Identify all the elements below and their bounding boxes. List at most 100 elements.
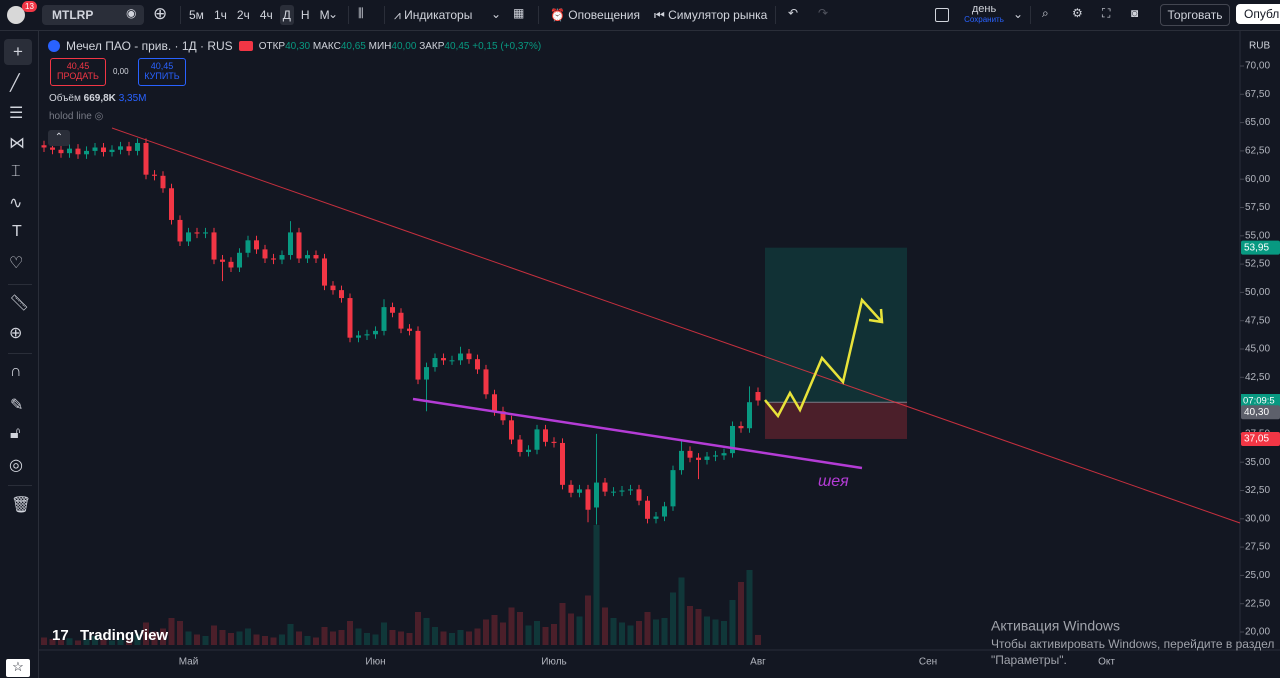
candle-body xyxy=(568,484,574,493)
layout-name[interactable]: день Сохранить xyxy=(962,3,1006,24)
candle-body xyxy=(177,219,183,242)
indicators-menu[interactable]: ⌄ xyxy=(491,7,502,21)
layout-menu[interactable]: ⌄ xyxy=(1013,7,1024,21)
volume-bar xyxy=(517,612,523,645)
price-label: 40,30 xyxy=(1244,407,1269,418)
fullscreen-button[interactable]: ⛶ xyxy=(1102,6,1111,20)
y-tick-label: 25,00 xyxy=(1245,570,1270,581)
volume-bar xyxy=(66,638,73,645)
buy-button[interactable]: 40,45 КУПИТЬ xyxy=(138,58,186,86)
candle-body xyxy=(475,359,480,370)
currency[interactable]: RUB xyxy=(1249,41,1270,52)
stay-drawing-tool[interactable]: ✎ xyxy=(10,397,24,414)
candle-body xyxy=(441,358,446,361)
candle-body xyxy=(500,411,506,421)
publish-button[interactable]: Опубл xyxy=(1236,4,1280,24)
interval-menu[interactable]: ⌄ xyxy=(328,7,339,21)
y-tick-label: 30,00 xyxy=(1245,513,1270,524)
ruler-tool[interactable]: 📏︎ xyxy=(9,295,30,312)
candle-body xyxy=(483,369,489,395)
candle-body xyxy=(670,470,676,507)
notification-badge[interactable]: 13 xyxy=(22,1,37,12)
candle-body xyxy=(619,490,625,492)
sell-button[interactable]: 40,45 ПРОДАТЬ xyxy=(50,58,106,86)
y-tick-label: 45,00 xyxy=(1245,344,1270,355)
volume-bar xyxy=(602,607,608,645)
interval-button[interactable]: 4ч xyxy=(259,8,273,22)
zoom-tool[interactable]: ⊕ xyxy=(9,325,23,342)
candle-body xyxy=(458,353,463,361)
symbol-name[interactable]: Мечел ПАО - прив. · 1Д · RUS xyxy=(66,39,233,53)
volume-bar xyxy=(321,627,328,645)
candle-body xyxy=(628,489,633,491)
neck-line[interactable] xyxy=(412,397,863,470)
compare-button[interactable]: ⊕ xyxy=(153,4,168,23)
ohlc-label: ОТКР xyxy=(258,40,286,52)
templates-button[interactable]: ▦ xyxy=(513,6,525,20)
alerts-button[interactable]: ⏰ Оповещения xyxy=(550,8,640,22)
snapshot-button[interactable]: ◙ xyxy=(1131,6,1139,20)
candle-body xyxy=(679,450,684,471)
favorites[interactable]: ☆ xyxy=(6,659,30,677)
volume-bar xyxy=(177,621,183,645)
replay-button[interactable]: ⏮ Симулятор рынка xyxy=(654,8,767,23)
undo-button[interactable]: ↶ xyxy=(788,6,799,20)
indicators-button[interactable]: ⩘ Индикаторы xyxy=(394,8,472,23)
long-position[interactable] xyxy=(765,247,907,439)
interval-button[interactable]: Н xyxy=(300,8,310,22)
candle-body xyxy=(398,312,404,329)
interval-button[interactable]: 5м xyxy=(189,8,204,22)
fib-tool[interactable]: ☰ xyxy=(9,105,24,122)
remove-tool[interactable]: 🗑︎ xyxy=(11,497,32,514)
candle-body xyxy=(543,429,548,442)
brush-tool[interactable]: ∿ xyxy=(9,195,23,212)
y-tick-label: 60,00 xyxy=(1245,174,1270,185)
y-tick-label: 47,50 xyxy=(1245,315,1270,326)
y-tick-label: 70,00 xyxy=(1245,61,1270,72)
avatar[interactable] xyxy=(7,6,25,24)
line-tool[interactable]: ╱ xyxy=(10,75,20,92)
candle-body xyxy=(577,489,582,493)
forecast-arrow[interactable] xyxy=(764,297,883,419)
candle-body xyxy=(228,261,234,268)
separator xyxy=(180,6,181,24)
price-label: 37,05 xyxy=(1244,434,1269,445)
interval-button[interactable]: Д xyxy=(279,5,294,25)
interval-button[interactable]: 2ч xyxy=(236,8,250,22)
trend-line[interactable] xyxy=(111,127,1241,524)
cursor-tool[interactable]: + xyxy=(4,39,32,65)
trade-button[interactable]: Торговать xyxy=(1160,4,1230,26)
projection-tool[interactable]: ⌶ xyxy=(11,163,21,180)
candle-body xyxy=(75,148,81,155)
drawing-name[interactable]: holod line xyxy=(49,111,92,122)
search-button[interactable]: ⌕ xyxy=(1042,6,1049,20)
volume-bar xyxy=(568,613,574,645)
volume-bar xyxy=(508,607,515,645)
redo-button[interactable]: ↷ xyxy=(818,6,829,20)
magnet-tool[interactable]: ∩ xyxy=(10,363,22,380)
price-label-bg xyxy=(1241,405,1280,420)
interval-button[interactable]: М xyxy=(319,8,330,22)
candle-body xyxy=(602,482,608,492)
price-axis-bg xyxy=(1240,31,1280,678)
symbol-search[interactable]: MTLRP ◉ xyxy=(42,5,144,25)
lock-tool[interactable]: 🔓︎ xyxy=(10,425,21,442)
y-tick-label: 42,50 xyxy=(1245,372,1270,383)
settings-button[interactable]: ⚙ xyxy=(1072,6,1083,20)
candle-body xyxy=(194,232,200,234)
icon-tool[interactable]: ♡ xyxy=(9,255,24,272)
pattern-tool[interactable]: ⋈ xyxy=(9,135,25,152)
candle-body xyxy=(390,307,395,313)
hide-tool[interactable]: ◎ xyxy=(9,457,23,474)
candle-body xyxy=(449,360,455,362)
layout-icon[interactable] xyxy=(935,8,949,22)
drawing-toolbar: + ╱ ☰ ⋈ ⌶ ∿ T ♡ 📏︎ ⊕ ∩ ✎ 🔓︎ ◎ 🗑︎ ☆ xyxy=(0,31,39,678)
text-tool[interactable]: T xyxy=(12,223,22,240)
visibility-icon[interactable]: ◎ xyxy=(94,111,104,122)
interval-button[interactable]: 1ч xyxy=(213,8,227,22)
collapse-legend[interactable]: ⌃ xyxy=(48,130,70,146)
candle-body xyxy=(662,506,667,517)
ohlc-label: МИН xyxy=(368,40,392,52)
watermark-line: "Параметры". xyxy=(991,653,1067,667)
chart-type[interactable]: ⫼ xyxy=(358,6,364,20)
